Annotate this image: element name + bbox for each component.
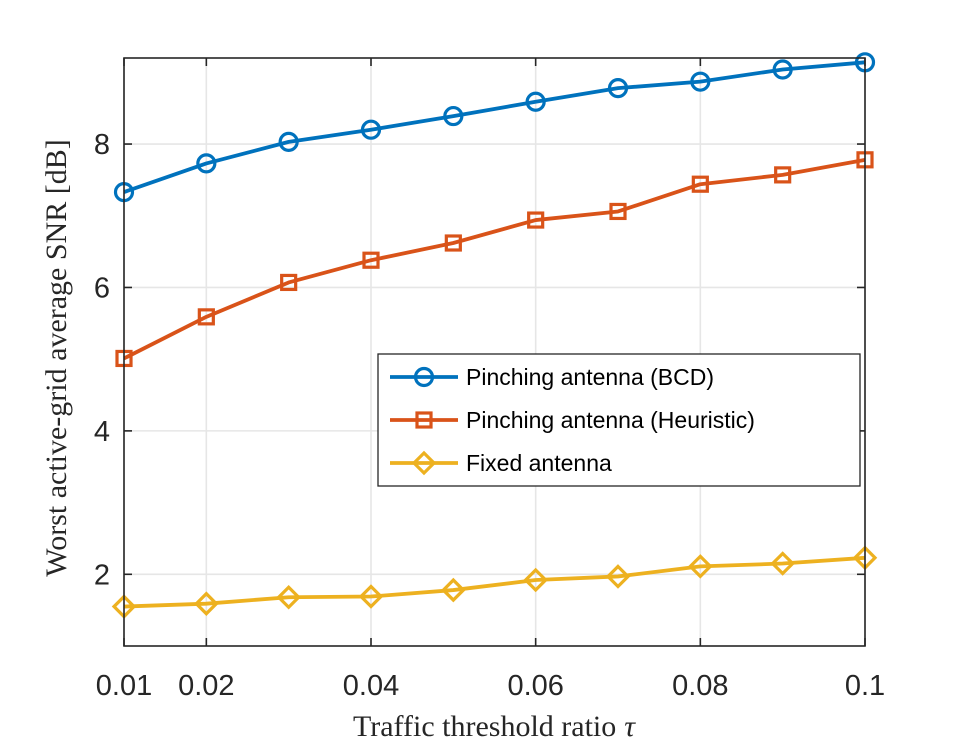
- x-tick-label-5: 0.1: [845, 670, 885, 702]
- x-tick-label-0: 0.01: [96, 670, 152, 702]
- series-line-0: [123, 60, 866, 194]
- legend-marker-0: [413, 366, 435, 388]
- y-tick-label-2: 6: [94, 272, 110, 304]
- series-1: [115, 151, 874, 368]
- series-line-1: [123, 157, 866, 361]
- legend-label-1: Pinching antenna (Heuristic): [466, 407, 755, 433]
- y-axis-title: Worst active-grid average SNR [dB]: [40, 139, 73, 576]
- data-point-2-5: [523, 567, 548, 593]
- legend-label-0: Pinching antenna (BCD): [466, 364, 714, 390]
- series-layer: [111, 52, 878, 619]
- data-point-2-4: [441, 577, 466, 603]
- x-tick-label-4: 0.08: [672, 670, 728, 702]
- series-0: [113, 52, 876, 203]
- data-point-1-5: [527, 211, 545, 229]
- data-point-1-4: [444, 234, 462, 252]
- data-point-2-8: [770, 551, 795, 576]
- data-point-1-8: [774, 166, 792, 184]
- series-2: [111, 545, 878, 619]
- data-point-0-7: [690, 71, 711, 92]
- axis-ticks: [123, 58, 866, 646]
- legend-entry-0: Pinching antenna (BCD): [390, 364, 714, 390]
- data-point-0-1: [196, 153, 217, 174]
- data-point-1-1: [197, 308, 215, 326]
- data-point-1-3: [362, 251, 380, 269]
- data-point-2-3: [358, 584, 384, 609]
- legend: Pinching antenna (BCD) Pinching antenna (…: [377, 353, 861, 487]
- x-tick-label-2: 0.04: [343, 670, 399, 702]
- data-point-1-2: [280, 273, 298, 292]
- y-tick-label-3: 8: [94, 129, 110, 161]
- data-point-0-3: [360, 119, 382, 140]
- data-point-2-2: [276, 584, 301, 610]
- data-point-2-1: [194, 591, 219, 616]
- data-point-0-4: [443, 105, 464, 127]
- legend-entry-2: Fixed antenna: [390, 450, 612, 476]
- x-tick-label-3: 0.06: [507, 670, 563, 702]
- x-axis-title-symbol: τ: [624, 710, 636, 743]
- data-point-0-8: [772, 59, 793, 80]
- legend-box: [377, 353, 861, 487]
- series-line-2: [123, 555, 866, 609]
- data-point-2-6: [605, 564, 631, 589]
- plot-area-frame: [123, 57, 866, 647]
- x-tick-label-1: 0.02: [178, 670, 234, 702]
- x-axis-title: Traffic threshold ratio τ: [353, 710, 636, 743]
- legend-label-2: Fixed antenna: [466, 450, 612, 476]
- data-point-0-2: [278, 131, 299, 152]
- data-point-2-7: [688, 554, 713, 579]
- legend-marker-2: [411, 450, 437, 476]
- y-tick-label-1: 4: [94, 416, 110, 448]
- data-point-0-5: [525, 91, 546, 112]
- legend-entry-1: Pinching antenna (Heuristic): [390, 407, 755, 433]
- data-point-1-7: [691, 175, 709, 193]
- x-axis-title-text: Traffic threshold ratio: [353, 710, 616, 743]
- data-point-1-6: [609, 202, 627, 221]
- y-tick-labels: 2 4 6 8: [94, 129, 110, 591]
- data-point-0-6: [607, 78, 629, 99]
- legend-entries: Pinching antenna (BCD) Pinching antenna (…: [390, 364, 755, 476]
- y-tick-label-0: 2: [94, 559, 110, 591]
- x-tick-labels: 0.01 0.02 0.04 0.06 0.08 0.1: [96, 670, 885, 702]
- legend-marker-1: [415, 411, 433, 429]
